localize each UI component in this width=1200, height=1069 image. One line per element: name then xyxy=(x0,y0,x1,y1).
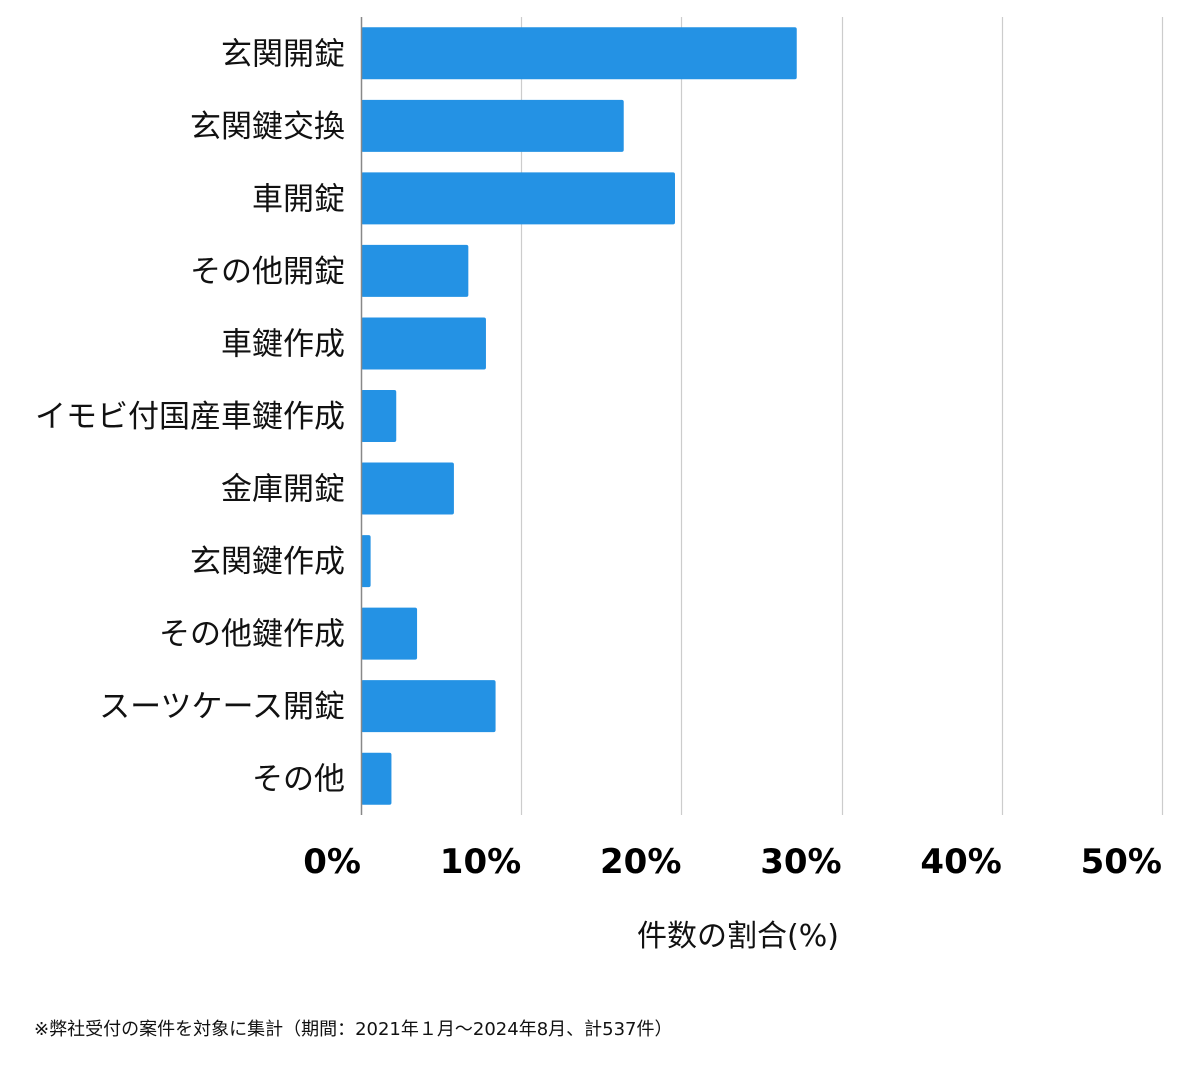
category-label: 玄関鍵交換 xyxy=(190,109,345,145)
bar xyxy=(361,535,371,588)
category-label: 玄関鍵作成 xyxy=(190,544,345,580)
x-tick-label: 10% xyxy=(440,842,521,882)
category-label: イモビ付国産車鍵作成 xyxy=(35,399,345,435)
bar xyxy=(361,99,624,152)
x-tick-label: 30% xyxy=(760,842,841,882)
bar-chart: 玄関開錠玄関鍵交換車開錠その他開錠車鍵作成イモビ付国産車鍵作成金庫開錠玄関鍵作成… xyxy=(35,17,1164,954)
x-tick-label: 0% xyxy=(303,842,361,882)
category-label: 車開錠 xyxy=(252,181,345,217)
bars xyxy=(361,27,797,805)
x-tick-labels: 0% 10% 20% 30% 40% 50% xyxy=(303,842,1162,882)
category-label: その他 xyxy=(252,762,345,798)
category-labels: 玄関開錠玄関鍵交換車開錠その他開錠車鍵作成イモビ付国産車鍵作成金庫開錠玄関鍵作成… xyxy=(35,36,345,797)
bar xyxy=(361,607,418,660)
footnote: ※弊社受付の案件を対象に集計（期間：2021年１月〜2024年8月、計537件） xyxy=(34,1019,673,1040)
category-label: 金庫開錠 xyxy=(221,472,345,508)
bar xyxy=(361,244,469,297)
bar xyxy=(361,462,454,515)
category-label: 玄関開錠 xyxy=(221,36,345,72)
category-label: スーツケース開錠 xyxy=(99,689,345,725)
x-tick-label: 20% xyxy=(600,842,681,882)
bar xyxy=(361,752,392,805)
x-tick-label: 50% xyxy=(1081,842,1162,882)
x-axis-title: 件数の割合(%) xyxy=(637,919,839,954)
category-label: その他開錠 xyxy=(190,254,345,290)
x-tick-label: 40% xyxy=(920,842,1001,882)
bar xyxy=(361,27,797,80)
bar xyxy=(361,680,496,733)
bar xyxy=(361,390,397,442)
gridlines xyxy=(520,17,1164,815)
bar xyxy=(361,317,486,370)
category-label: 車鍵作成 xyxy=(221,326,345,362)
bar xyxy=(361,172,675,225)
category-label: その他鍵作成 xyxy=(159,617,345,653)
